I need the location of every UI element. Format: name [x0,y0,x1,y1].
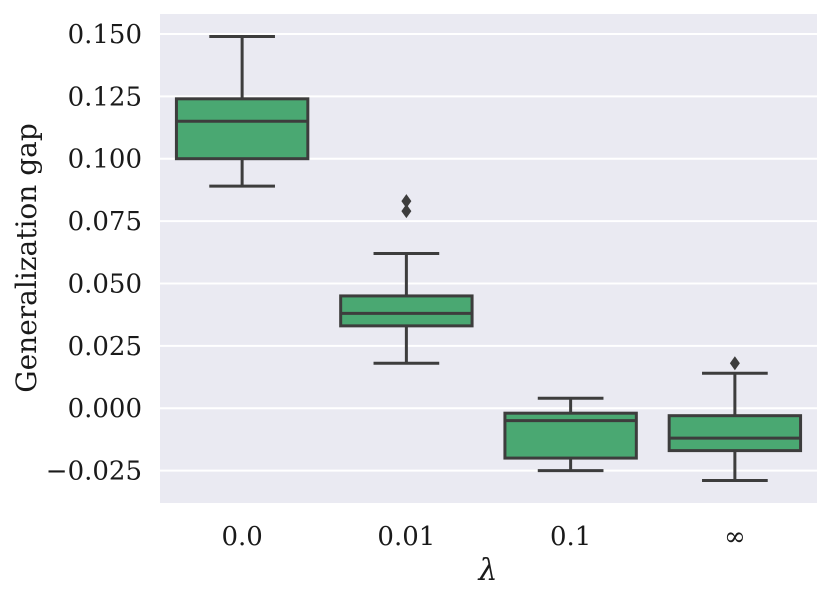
iqr-box [174,97,310,161]
x-tick-label: 0.01 [377,522,435,552]
outlier-point [401,194,412,209]
x-tick-label: 0.1 [550,522,591,552]
y-tick-label: 0.150 [68,20,142,50]
iqr-box [667,414,803,453]
x-tick-label: ∞ [724,522,746,552]
y-tick-label: 0.025 [68,332,142,362]
y-tick-label: 0.075 [68,207,142,237]
y-tick-label: 0.050 [68,269,142,299]
x-tick-label: 0.0 [221,522,262,552]
y-tick-labels: 0.150 0.125 0.100 0.075 0.050 0.025 0.000 −0.02… [46,20,142,487]
box-1 [174,34,310,188]
y-tick-label: 0.100 [68,145,142,175]
box-3 [503,396,638,473]
outlier-point [401,204,412,219]
box-4 [667,356,803,483]
x-axis-label: λ [477,553,497,588]
box-2 [339,194,474,365]
x-tick-labels: 0.0 0.01 0.1 ∞ [221,522,745,552]
y-tick-label: 0.125 [68,82,142,112]
boxes [174,34,803,483]
y-tick-label: −0.025 [46,457,142,487]
y-tick-label: 0.000 [68,394,142,424]
y-axis-label: Generalization gap [10,123,43,393]
iqr-box [339,294,474,328]
outlier-point [729,356,740,371]
